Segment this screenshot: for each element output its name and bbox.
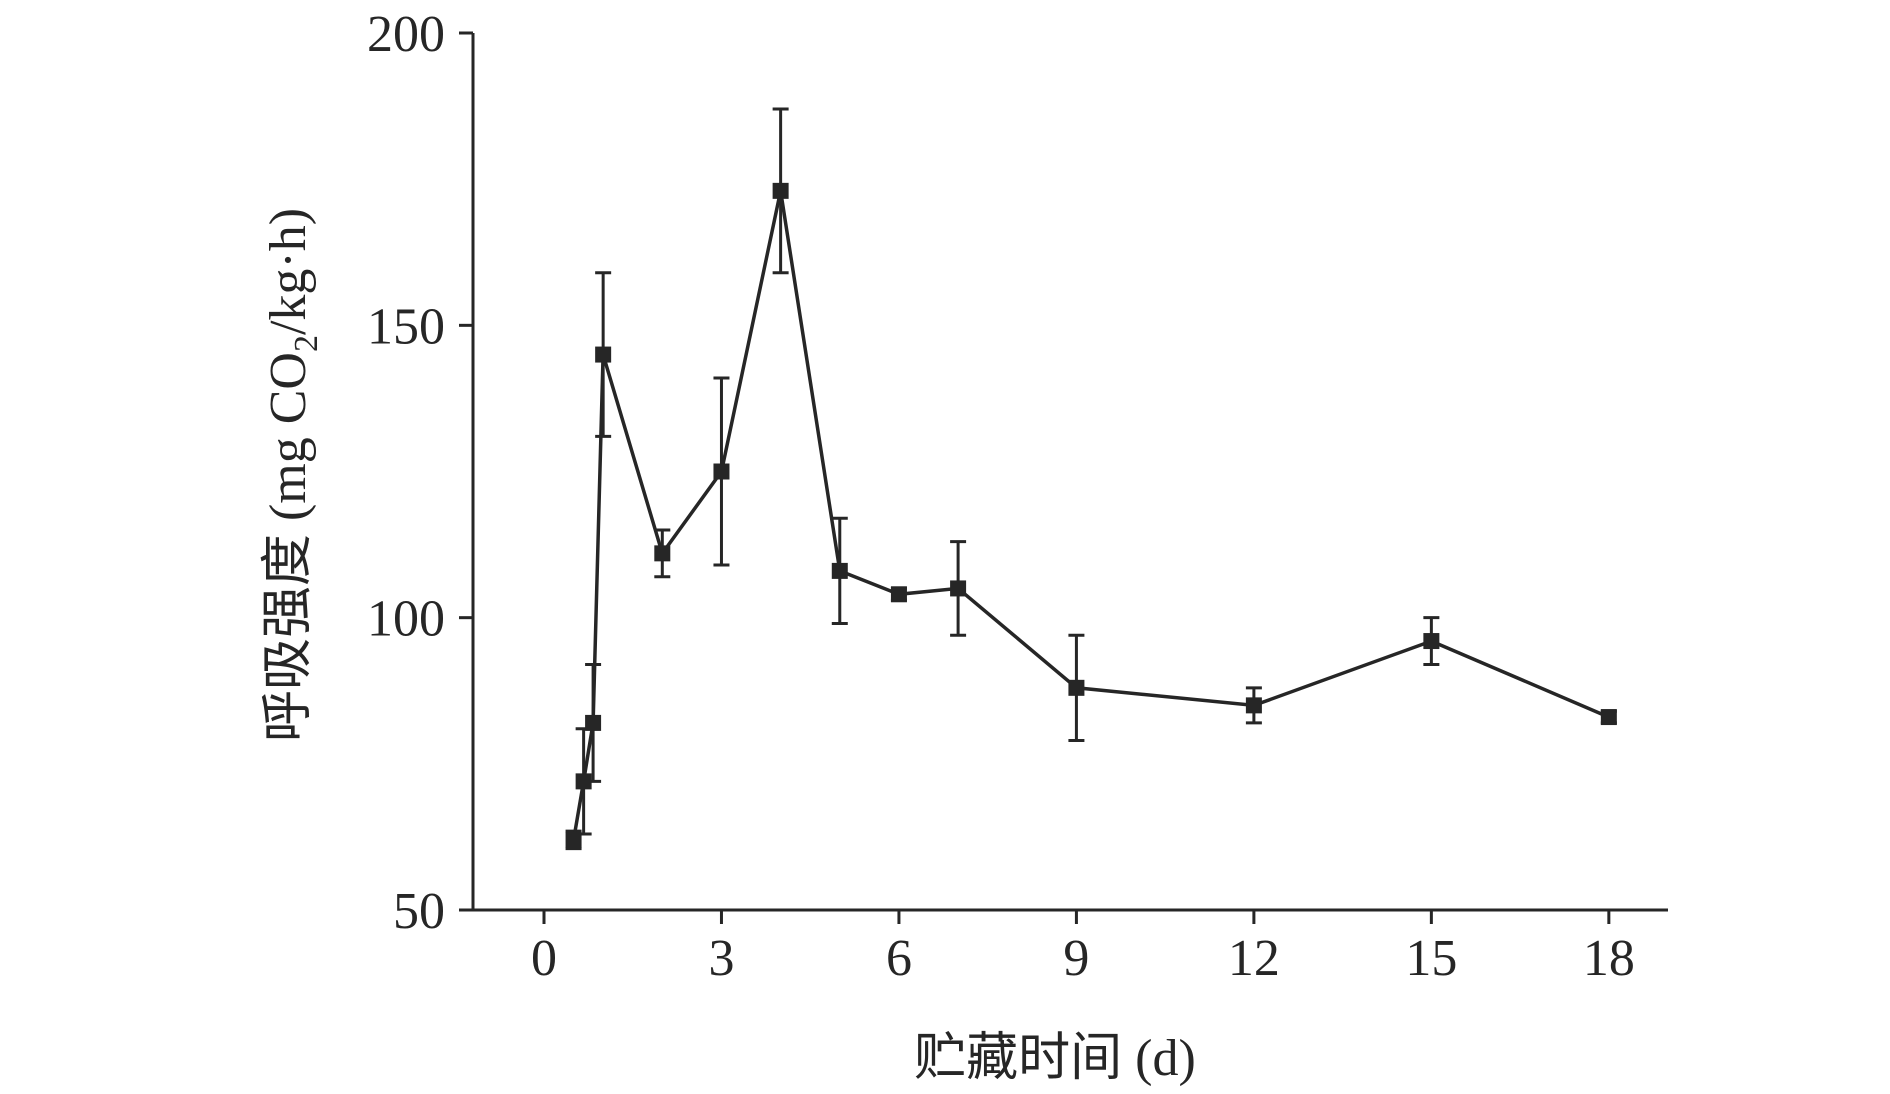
data-point [585, 714, 602, 731]
x-tick-label: 6 [886, 930, 912, 987]
x-tick-label: 12 [1228, 930, 1280, 987]
x-ticks: 0 3 6 9 12 15 18 [531, 910, 1635, 987]
y-axis-label: 呼吸强度 (mg CO2/kg·h) [260, 208, 325, 742]
x-axis-label: 贮藏时间 (d) [914, 1030, 1196, 1087]
data-point [772, 182, 789, 199]
x-tick-label: 3 [708, 930, 734, 987]
x-tick-label: 9 [1063, 930, 1089, 987]
data-point [1068, 679, 1085, 696]
data-point [1423, 633, 1440, 650]
data-point [713, 463, 730, 480]
series-group [571, 190, 1610, 841]
data-point [890, 586, 907, 603]
data-point [831, 562, 848, 579]
y-axis-label-main: 呼吸强度 (mg CO [260, 352, 317, 742]
x-tick-label: 0 [531, 930, 557, 987]
data-point [1600, 709, 1617, 726]
x-tick-label: 15 [1405, 930, 1457, 987]
y-ticks: 50 100 150 200 [367, 6, 473, 940]
data-point [654, 545, 671, 562]
data-point [950, 580, 967, 597]
y-tick-label: 100 [367, 591, 445, 648]
y-axis-label-unit: /kg·h) [260, 208, 317, 335]
data-point [1245, 697, 1262, 714]
y-axis-label-subscript: 2 [288, 335, 325, 352]
data-point [595, 346, 612, 363]
y-tick-label: 150 [367, 298, 445, 355]
axes [471, 33, 1668, 912]
data-point [575, 773, 592, 790]
markers [565, 182, 1617, 848]
series-line [571, 190, 1610, 841]
data-point [565, 831, 582, 848]
y-tick-label: 200 [367, 6, 445, 63]
x-tick-label: 18 [1583, 930, 1635, 987]
y-tick-label: 50 [393, 883, 445, 940]
